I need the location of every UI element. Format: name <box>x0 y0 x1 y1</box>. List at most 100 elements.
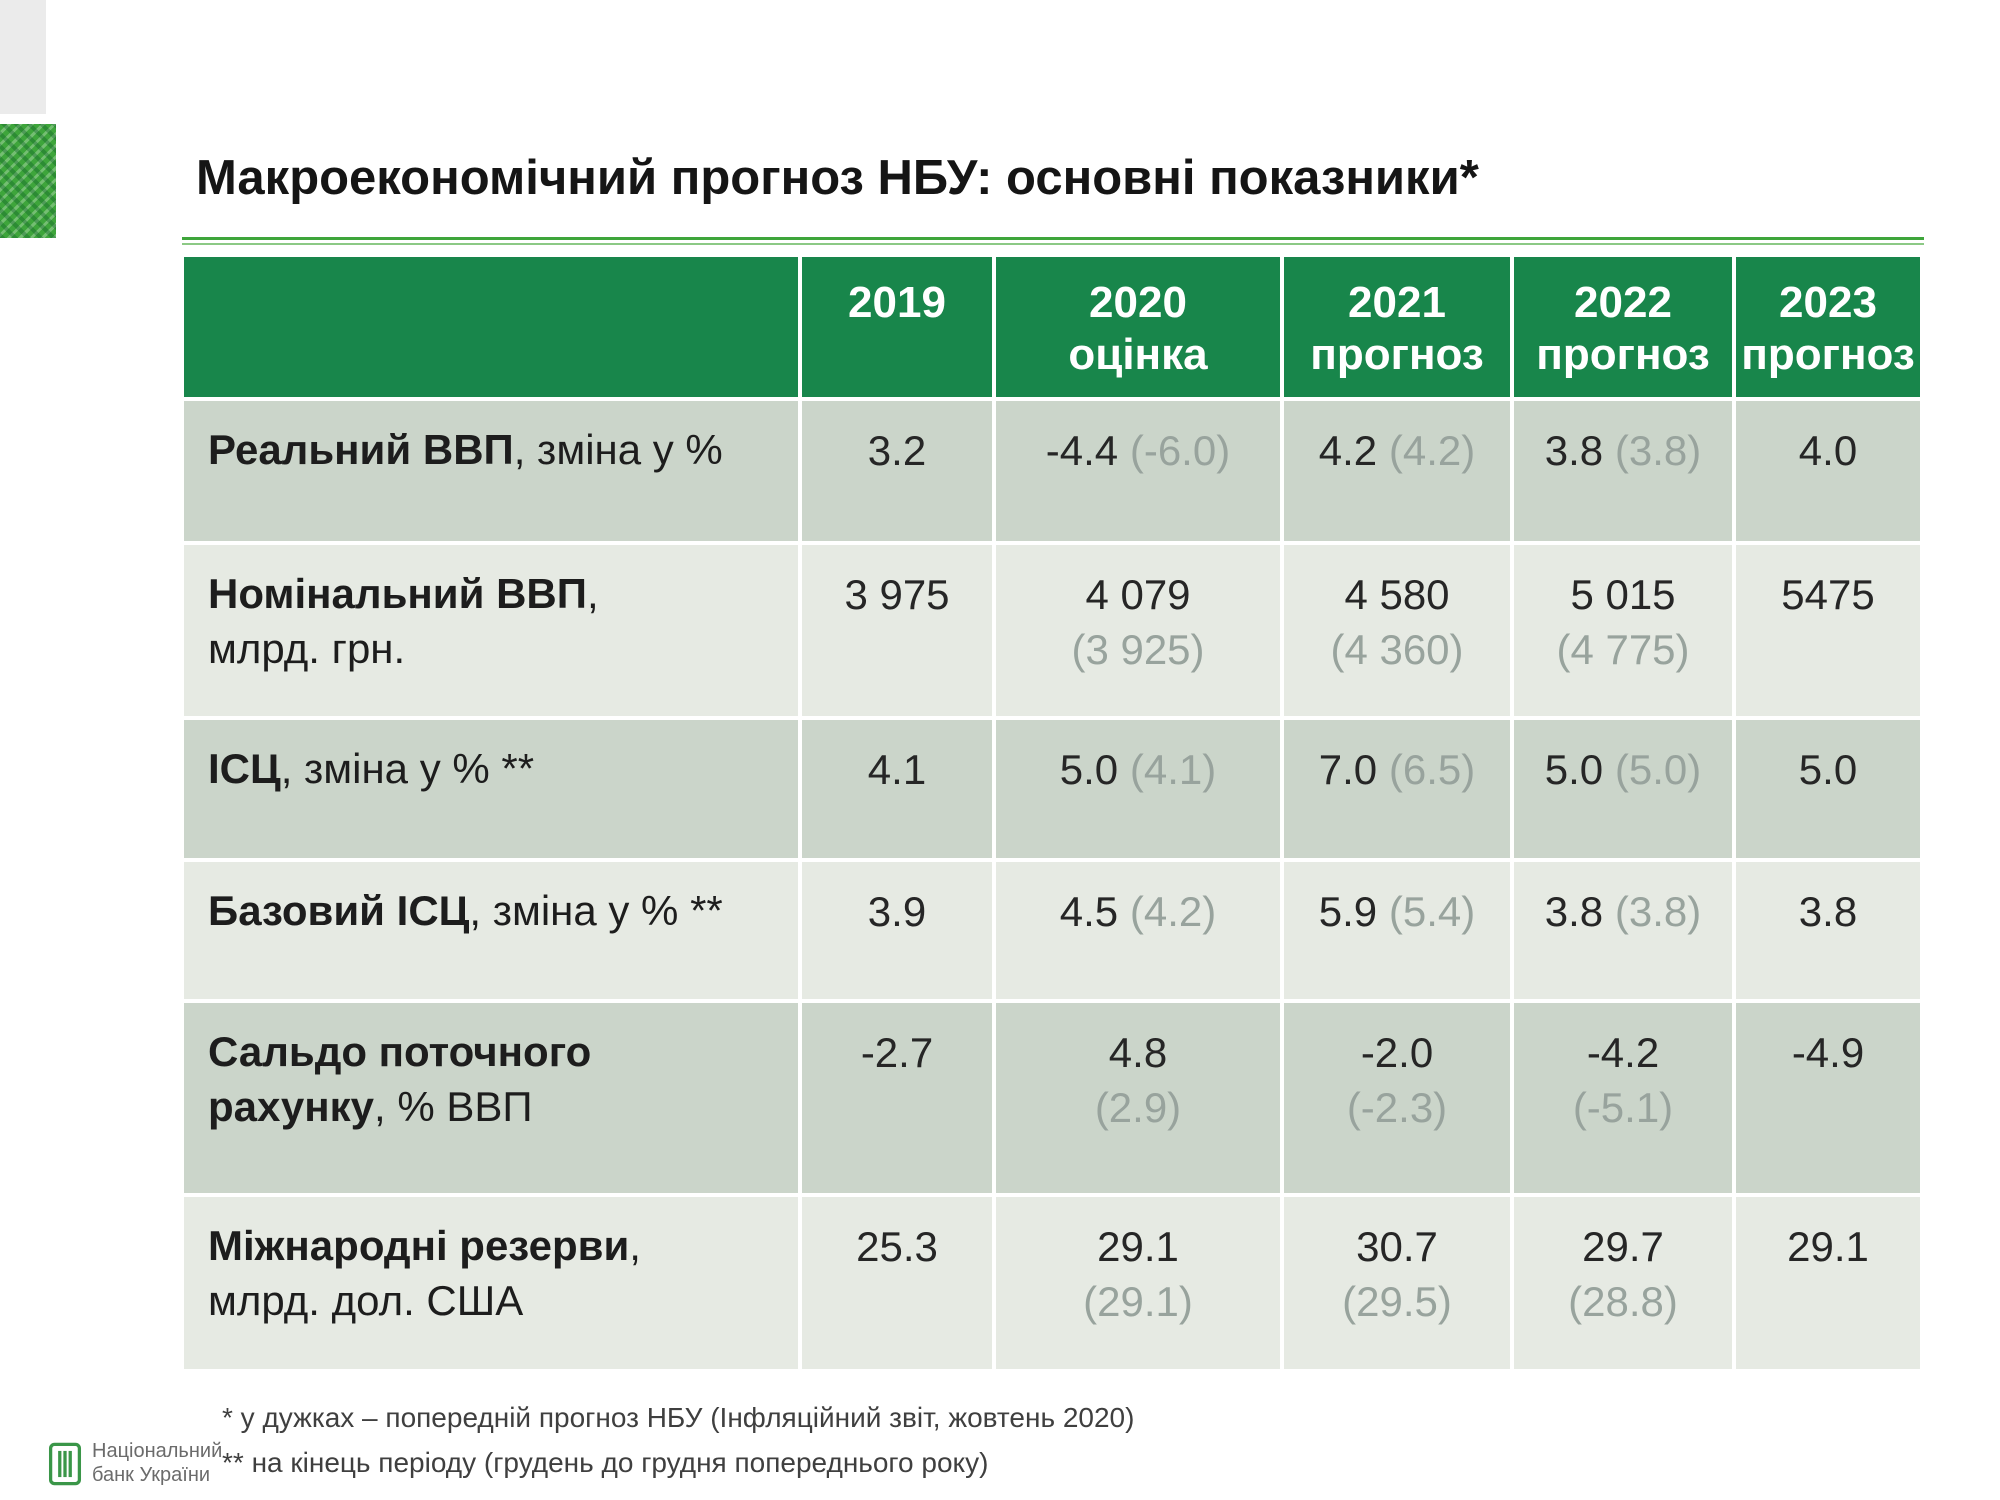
value-main: 5.9 <box>1318 888 1378 935</box>
value-main: 4 580 <box>1344 571 1450 618</box>
value-main: 5.0 <box>1798 746 1858 793</box>
table-row: Сальдо поточного рахунку, % ВВП -2.7 4.8 (2.… <box>184 1003 1920 1193</box>
table-row: Міжнародні резерви, млрд. дол. США 25.3 29.… <box>184 1197 1920 1369</box>
value-main: 3.8 <box>1544 888 1604 935</box>
macro-forecast-table: 2019 2020 оцінка 2021 прогноз 2022 прогноз 2023… <box>180 253 1924 1373</box>
header-year-label: 2022 <box>1574 278 1672 327</box>
footnote-2: ** на кінець періоду (грудень до грудня … <box>222 1446 989 1478</box>
slide-title: Макроекономічний прогноз НБУ: основні по… <box>196 151 1479 205</box>
value-previous-forecast: (3 925) <box>1071 626 1205 674</box>
row-label: Номінальний ВВП, млрд. грн. <box>184 545 798 716</box>
header-cell-2019: 2019 <box>802 257 992 397</box>
row-label-name: рахунку <box>208 1082 374 1130</box>
row-label-unit: , зміна у % ** <box>469 887 723 934</box>
value-main: 4 079 <box>1085 571 1191 618</box>
value-previous-forecast: (2.9) <box>1094 1084 1182 1132</box>
value-main: -4.2 <box>1586 1029 1660 1076</box>
value-main: 5 015 <box>1570 571 1676 618</box>
value-cell: 3.8 (3.8) <box>1514 401 1732 541</box>
value-cell: -2.7 <box>802 1003 992 1193</box>
value-previous-forecast: (4.1) <box>1129 746 1217 793</box>
decor-green-pattern <box>0 124 56 238</box>
value-main: 3.8 <box>1798 888 1858 935</box>
value-main: 4.5 <box>1059 888 1119 935</box>
row-label-unit: , <box>629 1222 641 1269</box>
row-label: Реальний ВВП, зміна у % <box>184 401 798 541</box>
value-cell: 30.7 (29.5) <box>1284 1197 1510 1369</box>
value-cell: 4.2 (4.2) <box>1284 401 1510 541</box>
value-cell: -4.9 <box>1736 1003 1920 1193</box>
value-main: 4.0 <box>1798 427 1858 474</box>
header-year-label: 2020 <box>1089 278 1187 327</box>
value-previous-forecast: (3.8) <box>1614 888 1702 935</box>
header-year-label: 2019 <box>848 278 946 327</box>
header-year-label: 2023 <box>1779 278 1877 327</box>
row-label-name: Міжнародні резерви <box>208 1222 630 1269</box>
value-cell: 4 580 (4 360) <box>1284 545 1510 716</box>
value-cell: 4 079 (3 925) <box>996 545 1280 716</box>
value-cell: 25.3 <box>802 1197 992 1369</box>
value-cell: 7.0 (6.5) <box>1284 720 1510 858</box>
header-cell-indicator <box>184 257 798 397</box>
row-label-unit: , % ВВП <box>374 1082 533 1130</box>
footnotes: * у дужках – попередній прогноз НБУ (Інф… <box>222 1396 1134 1486</box>
value-main: 3.2 <box>867 427 927 474</box>
value-cell: 29.7 (28.8) <box>1514 1197 1732 1369</box>
value-cell: 5.0 (5.0) <box>1514 720 1732 858</box>
value-main: 25.3 <box>856 1223 938 1270</box>
value-main: 4.2 <box>1318 427 1378 474</box>
logo-text-line1: Національний <box>92 1440 223 1462</box>
row-label-unit: млрд. дол. США <box>208 1276 524 1324</box>
value-cell: 4.5 (4.2) <box>996 862 1280 999</box>
row-label-name: Реальний ВВП <box>208 426 514 473</box>
value-cell: 4.8 (2.9) <box>996 1003 1280 1193</box>
value-cell: 3.9 <box>802 862 992 999</box>
value-cell: 5 015 (4 775) <box>1514 545 1732 716</box>
value-cell: -4.2 (-5.1) <box>1514 1003 1732 1193</box>
row-label-name: Номінальний ВВП <box>208 570 587 617</box>
row-label: Базовий ІСЦ, зміна у % ** <box>184 862 798 999</box>
value-previous-forecast: (29.5) <box>1342 1278 1452 1326</box>
value-previous-forecast: (-2.3) <box>1346 1084 1448 1132</box>
row-label-unit: , зміна у % <box>513 426 723 473</box>
value-previous-forecast: (4.2) <box>1129 888 1217 935</box>
value-previous-forecast: (4.2) <box>1388 427 1476 474</box>
row-label-name: Базовий ІСЦ <box>208 887 470 934</box>
row-label-unit: , зміна у % ** <box>280 745 535 792</box>
row-label-unit: млрд. грн. <box>208 624 406 672</box>
nbu-logo-icon <box>48 1442 82 1485</box>
value-cell: -2.0 (-2.3) <box>1284 1003 1510 1193</box>
table-header-row: 2019 2020 оцінка 2021 прогноз 2022 прогноз 2023… <box>184 257 1920 397</box>
header-sub-label: прогноз <box>1310 329 1484 379</box>
value-main: -4.9 <box>1791 1029 1865 1076</box>
value-previous-forecast: (6.5) <box>1388 746 1476 793</box>
table-row: Базовий ІСЦ, зміна у % ** 3.9 4.5 (4.2) 5.9… <box>184 862 1920 999</box>
value-cell: 5475 <box>1736 545 1920 716</box>
value-cell: -4.4 (-6.0) <box>996 401 1280 541</box>
value-main: 3 975 <box>844 571 950 618</box>
value-cell: 3.8 <box>1736 862 1920 999</box>
header-sub-label: оцінка <box>1068 329 1208 379</box>
row-label-name: ІСЦ <box>208 745 281 792</box>
title-underline <box>182 237 1924 245</box>
value-cell: 3.2 <box>802 401 992 541</box>
row-label-unit: , <box>586 570 599 617</box>
value-main: 3.8 <box>1544 427 1604 474</box>
header-cell-2022: 2022 прогноз <box>1514 257 1732 397</box>
table-row: ІСЦ, зміна у % ** 4.1 5.0 (4.1) 7.0 (6.5) 5.… <box>184 720 1920 858</box>
value-main: -2.7 <box>860 1029 934 1076</box>
value-previous-forecast: (3.8) <box>1614 427 1702 474</box>
value-cell: 29.1 <box>1736 1197 1920 1369</box>
value-previous-forecast: (-6.0) <box>1129 427 1231 474</box>
value-previous-forecast: (4 775) <box>1556 626 1690 674</box>
value-cell: 4.0 <box>1736 401 1920 541</box>
value-main: 7.0 <box>1318 746 1378 793</box>
nbu-logo-text: Національний банк України <box>92 1440 222 1487</box>
value-main: 29.7 <box>1582 1223 1664 1270</box>
value-cell: 29.1 (29.1) <box>996 1197 1280 1369</box>
value-main: 4.8 <box>1108 1029 1168 1076</box>
value-cell: 5.9 (5.4) <box>1284 862 1510 999</box>
value-previous-forecast: (-5.1) <box>1572 1084 1674 1132</box>
value-main: 30.7 <box>1356 1223 1438 1270</box>
value-cell: 5.0 (4.1) <box>996 720 1280 858</box>
